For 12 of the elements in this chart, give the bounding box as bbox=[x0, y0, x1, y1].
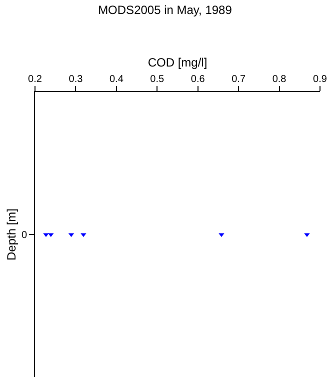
chart-title: MODS2005 in May, 1989 bbox=[98, 3, 232, 18]
x-tick-label: 0.6 bbox=[190, 74, 206, 85]
x-tick-label: 0.7 bbox=[232, 74, 246, 85]
x-tick-label: 0.9 bbox=[313, 74, 328, 85]
x-tick-label: 0.5 bbox=[150, 74, 165, 85]
x-axis-title: COD [mg/l] bbox=[148, 55, 208, 70]
x-tick-label: 0.8 bbox=[272, 74, 287, 85]
x-tick-label: 0.4 bbox=[109, 74, 124, 85]
x-tick-label: 0.2 bbox=[28, 74, 42, 85]
y-tick-label: 0 bbox=[21, 230, 28, 241]
y-axis-title: Depth [m] bbox=[4, 208, 19, 261]
x-tick-label: 0.3 bbox=[68, 74, 84, 85]
